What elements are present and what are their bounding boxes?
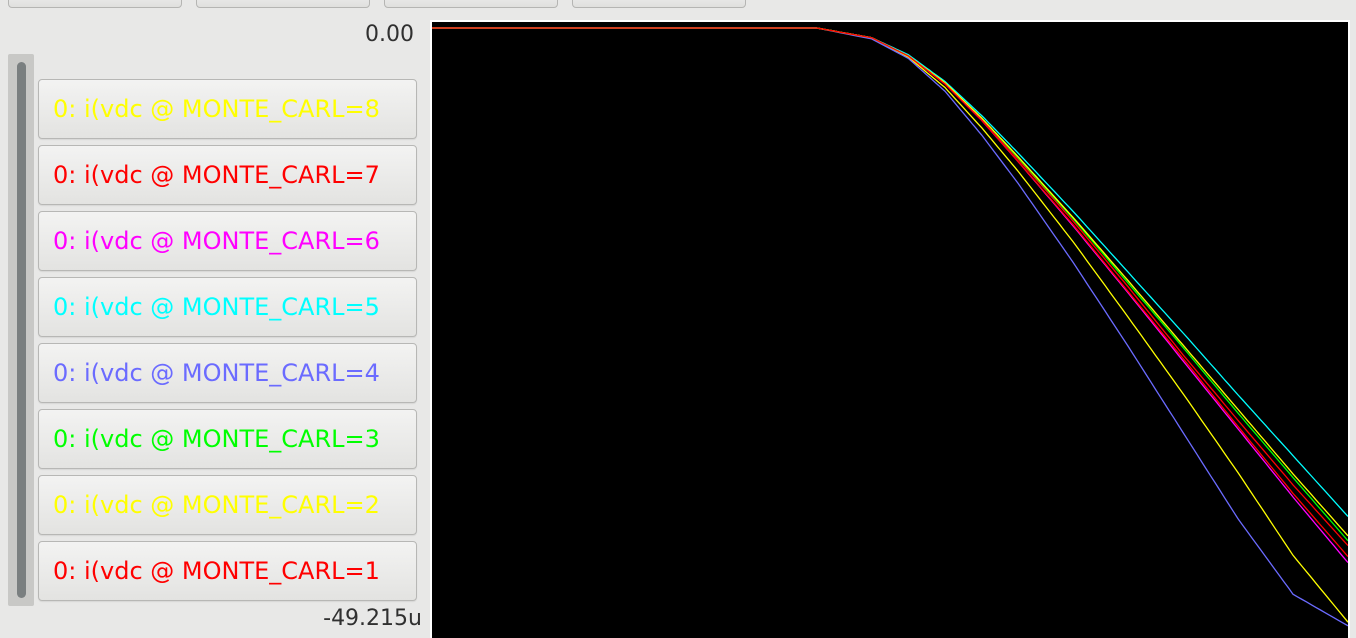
trace-line-3: [432, 27, 1348, 542]
toolbar-button-4[interactable]: [572, 0, 746, 8]
scrollbar-thumb[interactable]: [17, 62, 26, 598]
trace-button-monte-carlo-7[interactable]: 0: i(vdc @ MONTE_CARL=7: [38, 145, 417, 205]
y-axis-max-label: 0.00: [365, 22, 414, 47]
trace-label: 0: i(vdc @ MONTE_CARL=2: [53, 491, 380, 519]
trace-line-2: [432, 27, 1348, 537]
toolbar-button-2[interactable]: [196, 0, 370, 8]
trace-button-monte-carlo-8[interactable]: 0: i(vdc @ MONTE_CARL=8: [38, 79, 417, 139]
trace-line-4: [432, 27, 1348, 627]
waveform-plot: [432, 27, 1348, 627]
trace-button-monte-carlo-5[interactable]: 0: i(vdc @ MONTE_CARL=5: [38, 277, 417, 337]
trace-label: 0: i(vdc @ MONTE_CARL=6: [53, 227, 380, 255]
toolbar-button-3[interactable]: [384, 0, 558, 8]
trace-button-monte-carlo-3[interactable]: 0: i(vdc @ MONTE_CARL=3: [38, 409, 417, 469]
trace-label: 0: i(vdc @ MONTE_CARL=8: [53, 95, 380, 123]
trace-line-7: [432, 27, 1348, 547]
trace-button-monte-carlo-6[interactable]: 0: i(vdc @ MONTE_CARL=6: [38, 211, 417, 271]
trace-label: 0: i(vdc @ MONTE_CARL=3: [53, 425, 380, 453]
trace-line-6: [432, 27, 1348, 564]
plot-area[interactable]: [430, 20, 1350, 638]
trace-line-1: [432, 27, 1348, 558]
trace-label: 0: i(vdc @ MONTE_CARL=7: [53, 161, 380, 189]
trace-label: 0: i(vdc @ MONTE_CARL=4: [53, 359, 380, 387]
trace-label: 0: i(vdc @ MONTE_CARL=5: [53, 293, 380, 321]
trace-button-monte-carlo-4[interactable]: 0: i(vdc @ MONTE_CARL=4: [38, 343, 417, 403]
y-axis-min-label: -49.215u: [323, 606, 422, 631]
trace-list-scrollbar[interactable]: [8, 54, 34, 606]
trace-button-monte-carlo-2[interactable]: 0: i(vdc @ MONTE_CARL=2: [38, 475, 417, 535]
trace-line-5: [432, 27, 1348, 517]
trace-button-monte-carlo-1[interactable]: 0: i(vdc @ MONTE_CARL=1: [38, 541, 417, 601]
trace-line-8: [432, 27, 1348, 623]
trace-label: 0: i(vdc @ MONTE_CARL=1: [53, 557, 380, 585]
toolbar-button-1[interactable]: [8, 0, 182, 8]
